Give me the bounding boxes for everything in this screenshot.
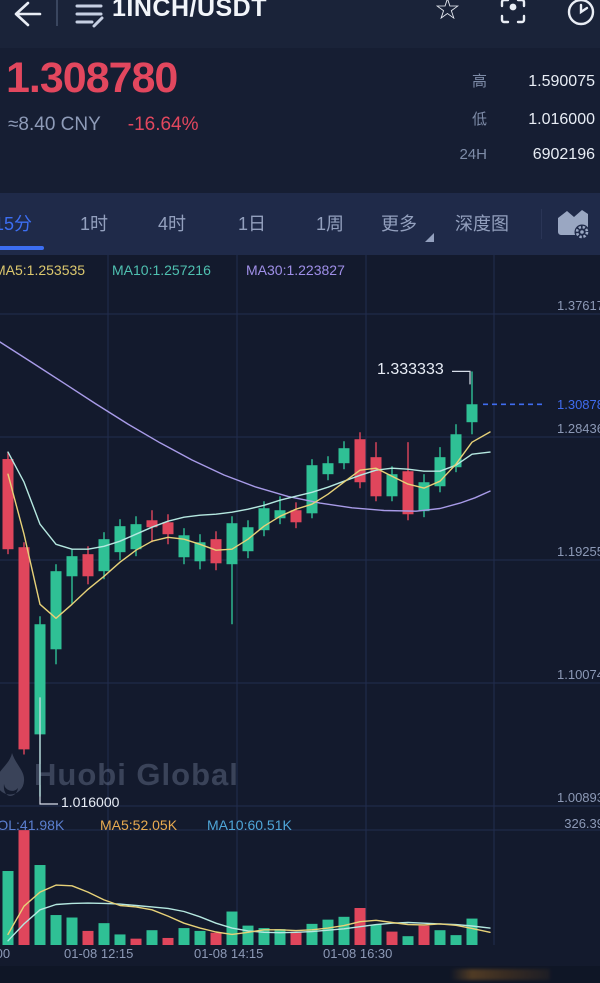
candlestick-chart[interactable]: MA5:1.253535 MA10:1.257216 MA30:1.223827… xyxy=(0,255,600,983)
stat-high: 高 1.590075 xyxy=(459,70,595,91)
high-point-annotation: 1.333333 xyxy=(377,361,444,378)
x-axis-label: 01-08 16:30 xyxy=(323,946,393,961)
high-label: 高 xyxy=(471,73,487,90)
x-axis-label: :00 xyxy=(0,946,11,961)
chart-canvas[interactable] xyxy=(0,255,600,983)
volume-axis-label: 326.39 xyxy=(564,816,600,831)
x-axis-label: 01-08 12:15 xyxy=(64,946,134,961)
tab-15min[interactable]: 15分 xyxy=(0,214,33,234)
low-point-annotation: 1.016000 xyxy=(61,794,120,810)
y-axis-label: 1.28436 xyxy=(557,421,600,436)
tab-more[interactable]: 更多 xyxy=(381,214,417,234)
volume-24h-value: 6902196 xyxy=(532,146,595,163)
watermark-text: Huobi Global xyxy=(34,757,239,792)
favorite-star-icon[interactable]: ☆ xyxy=(434,0,461,26)
vol-ma5-label: MA5:52.05K xyxy=(100,817,178,833)
vol-label: VOL:41.98K xyxy=(0,817,65,833)
history-clock-icon[interactable] xyxy=(564,0,598,29)
more-dropdown-triangle-icon[interactable] xyxy=(425,233,434,242)
ma10-label: MA10:1.257216 xyxy=(112,262,211,278)
tab-1d[interactable]: 1日 xyxy=(238,214,267,234)
current-price-label: 1.30878 xyxy=(557,397,600,412)
volume-24h-label: 24H xyxy=(459,146,487,163)
huobi-flame-icon xyxy=(0,753,25,796)
y-axis-label: 1.10074 xyxy=(557,667,600,682)
tab-1h[interactable]: 1时 xyxy=(80,214,109,234)
vol-ma10-label: MA10:60.51K xyxy=(207,817,292,833)
back-icon[interactable] xyxy=(8,0,42,32)
bottom-strip xyxy=(0,966,600,983)
huobi-watermark: Huobi Global xyxy=(0,752,239,798)
interval-tabs: 15分 1时 4时 1日 1周 更多 深度图 xyxy=(0,193,600,255)
bottom-watermark-fragment xyxy=(450,969,550,980)
tab-4h[interactable]: 4时 xyxy=(158,214,187,234)
pair-title: 1INCH/USDT xyxy=(112,0,268,22)
kline-chart-icon[interactable] xyxy=(74,0,104,30)
tabs-divider xyxy=(541,209,542,239)
y-axis-label: 1.00893 xyxy=(557,790,600,805)
active-tab-underline xyxy=(0,246,44,250)
change-percent: -16.64% xyxy=(127,114,199,135)
y-axis-label: 1.19255 xyxy=(557,544,600,559)
tab-1w[interactable]: 1周 xyxy=(316,214,345,234)
chart-settings-icon[interactable] xyxy=(554,204,592,242)
low-label: 低 xyxy=(471,111,487,128)
x-axis-label: 01-08 14:15 xyxy=(194,946,264,961)
y-axis-label: 1.37617 xyxy=(557,298,600,313)
low-value: 1.016000 xyxy=(528,111,595,128)
price-header: 1.308780 ≈8.40 CNY -16.64% 高 1.590075 低 … xyxy=(0,48,600,193)
stat-volume-24h: 24H 6902196 xyxy=(459,146,595,164)
ma30-label: MA30:1.223827 xyxy=(246,262,345,278)
screenshot-share-icon[interactable] xyxy=(498,0,528,26)
stat-low: 低 1.016000 xyxy=(459,108,595,129)
last-price: 1.308780 xyxy=(6,54,178,102)
ma5-label: MA5:1.253535 xyxy=(0,262,86,278)
top-bar: 1INCH/USDT ☆ xyxy=(0,0,600,48)
tab-depth-chart[interactable]: 深度图 xyxy=(455,214,509,234)
fiat-row: ≈8.40 CNY -16.64% xyxy=(8,114,199,136)
topbar-divider xyxy=(56,0,58,26)
high-value: 1.590075 xyxy=(528,73,595,90)
stats-block: 高 1.590075 低 1.016000 24H 6902196 xyxy=(459,70,595,181)
fiat-value: ≈8.40 CNY xyxy=(8,114,101,135)
